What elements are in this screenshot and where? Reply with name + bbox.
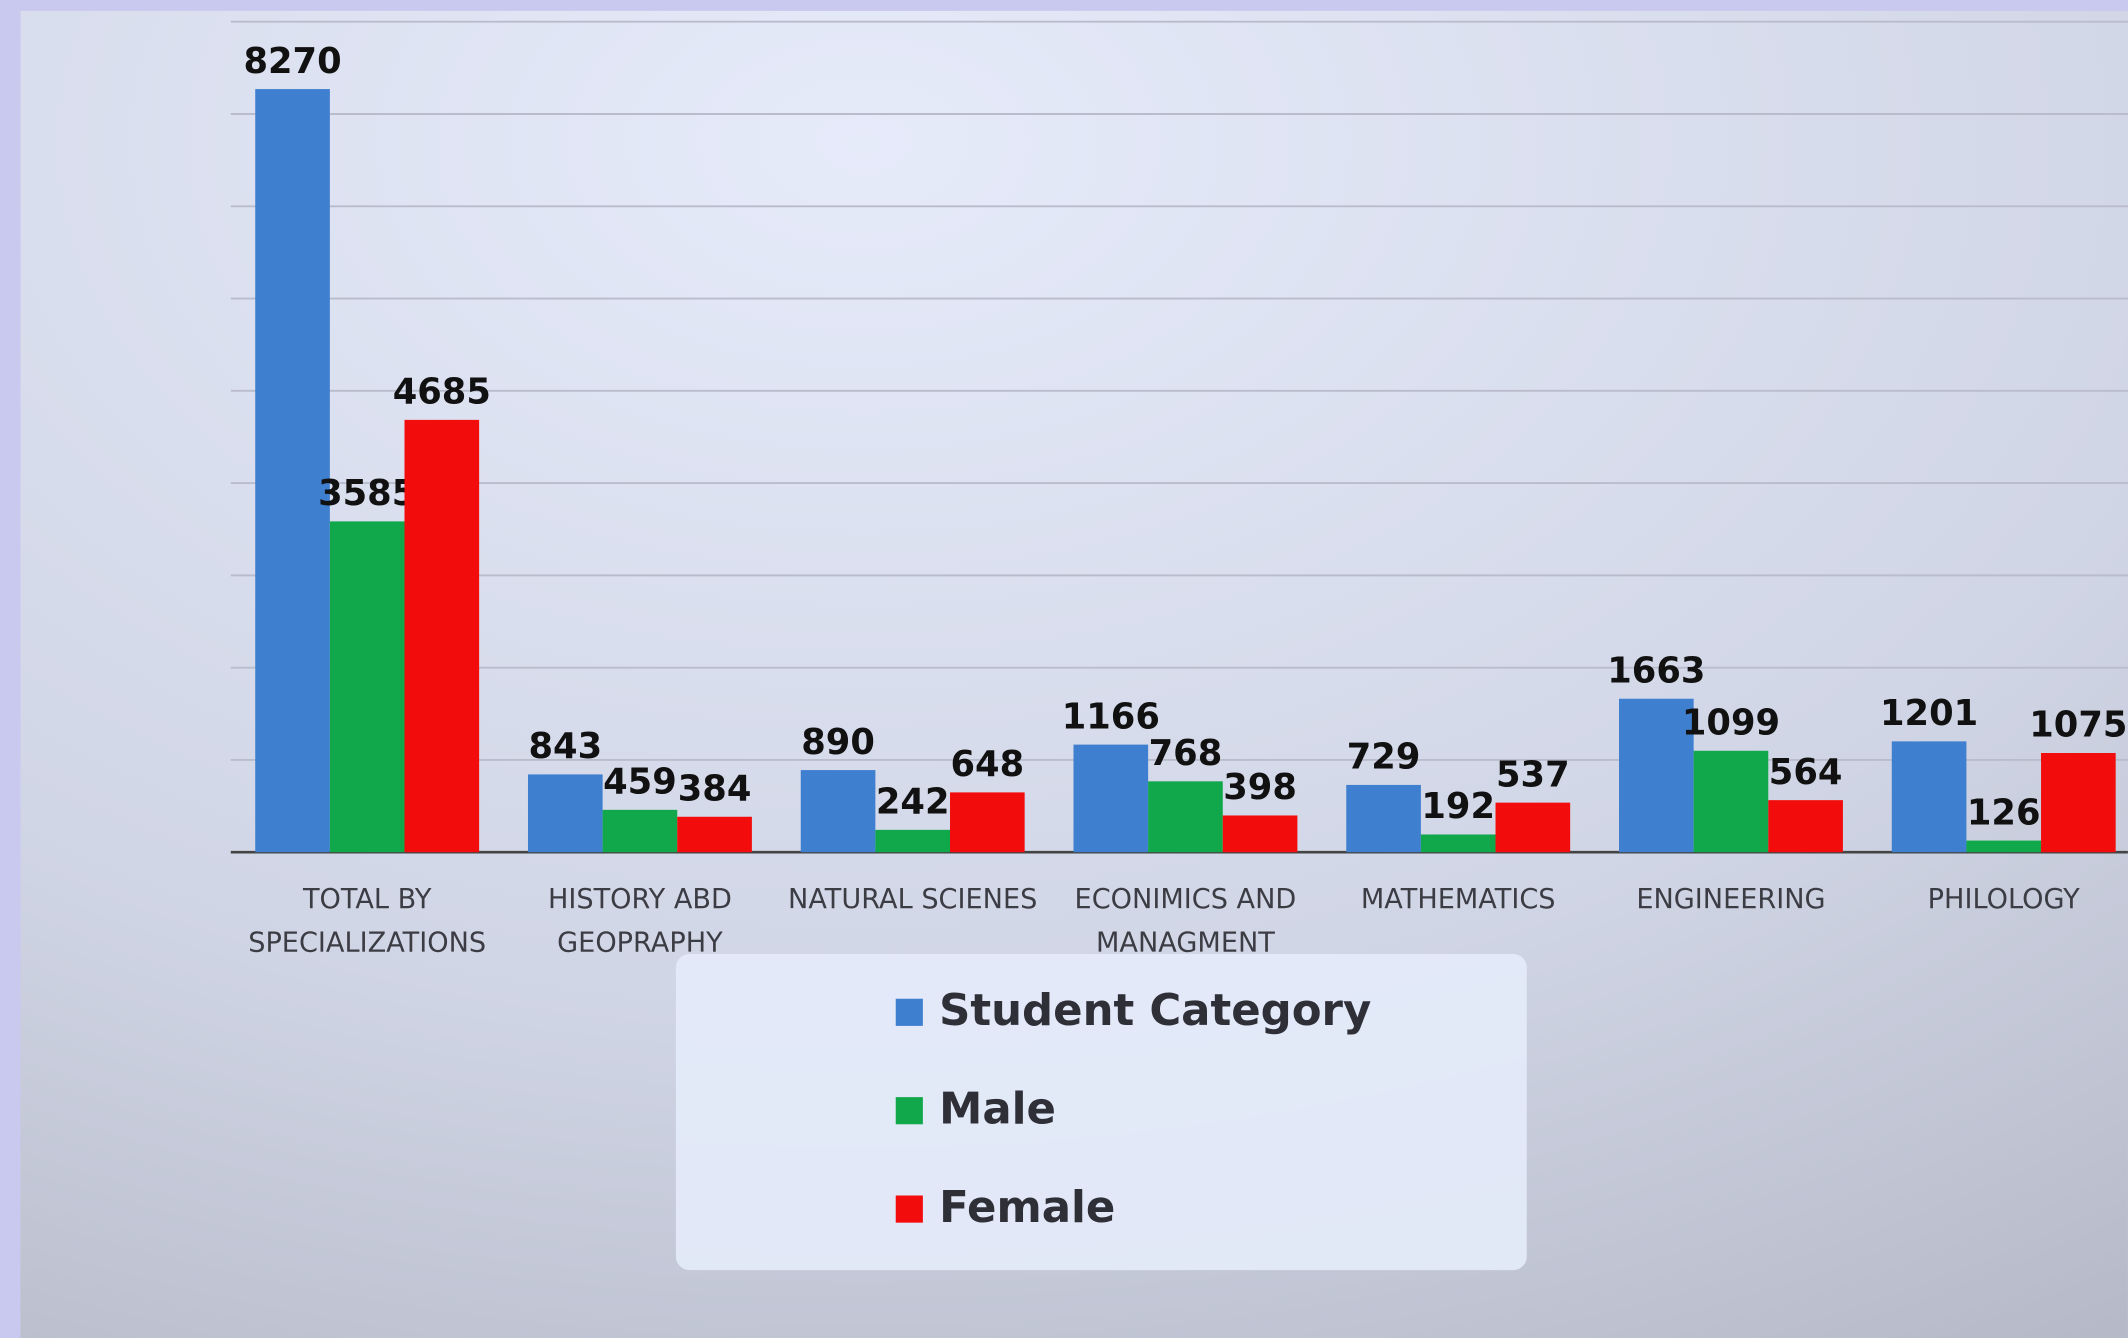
data-label: 648 — [951, 744, 1025, 785]
legend-label: Male — [939, 1085, 1056, 1135]
bar — [875, 829, 951, 853]
legend-swatch — [895, 1097, 923, 1125]
bar — [800, 770, 876, 853]
bar — [255, 89, 330, 853]
x-tick-label: NATURAL SCIENES — [788, 882, 1038, 915]
data-label: 192 — [1421, 786, 1495, 827]
legend-label: Female — [939, 1183, 1115, 1233]
x-label-box: PHILOLOGY — [1927, 882, 2080, 915]
bar — [1495, 802, 1571, 853]
bar — [1891, 741, 1967, 853]
data-label: 729 — [1347, 737, 1421, 778]
data-label: 1201 — [1880, 693, 1978, 734]
x-tick-label: HISTORY ABD GEOPRAPHY — [547, 882, 732, 959]
bar — [1420, 834, 1496, 853]
data-label: 384 — [678, 768, 752, 809]
bar — [1966, 840, 2042, 853]
data-label: 537 — [1496, 754, 1570, 795]
x-label-box: ENGINEERING — [1636, 882, 1826, 915]
data-label: 3585 — [318, 473, 416, 514]
legend-swatch — [895, 998, 923, 1026]
bar — [1148, 781, 1223, 853]
bar — [1619, 698, 1694, 853]
bar — [1073, 744, 1149, 853]
data-label: 768 — [1149, 733, 1223, 774]
data-label: 242 — [876, 782, 950, 823]
x-label-box: ECONIMICS AND MANAGMENT — [1074, 882, 1297, 959]
bar — [527, 774, 603, 853]
legend-swatch — [895, 1195, 923, 1223]
bar — [1768, 800, 1843, 853]
bar — [1693, 750, 1769, 853]
data-label: 398 — [1223, 767, 1297, 808]
bar — [1346, 784, 1421, 853]
bar — [1222, 815, 1298, 853]
x-label-box: MATHEMATICS — [1360, 882, 1556, 915]
data-label: 1663 — [1607, 650, 1705, 691]
data-label: 8270 — [243, 41, 341, 82]
data-label: 126 — [1967, 792, 2041, 833]
x-label-box: NATURAL SCIENES — [788, 882, 1038, 915]
bar — [404, 419, 480, 853]
x-tick-label: ECONIMICS AND MANAGMENT — [1074, 882, 1297, 959]
bar — [950, 792, 1025, 853]
legend-box — [675, 953, 1527, 1271]
data-label: 843 — [528, 726, 602, 767]
x-tick-label: ENGINEERING — [1636, 882, 1826, 915]
x-label-box: TOTAL BY SPECIALIZATIONS — [248, 882, 487, 959]
legend-label: Student Category — [939, 986, 1371, 1036]
bar — [677, 816, 752, 853]
bar — [602, 809, 678, 853]
x-tick-label: MATHEMATICS — [1360, 882, 1556, 915]
bar — [329, 521, 405, 853]
data-label: 4685 — [393, 372, 491, 413]
data-label: 1166 — [1062, 696, 1160, 737]
data-label: 1099 — [1682, 702, 1780, 743]
bar — [2041, 752, 2116, 853]
data-label: 564 — [1769, 752, 1843, 793]
x-label-box: HISTORY ABD GEOPRAPHY — [547, 882, 732, 959]
x-tick-label: TOTAL BY SPECIALIZATIONS — [248, 882, 487, 959]
x-tick-label: PHILOLOGY — [1927, 882, 2080, 915]
data-label: 890 — [801, 722, 875, 763]
data-label: 459 — [603, 762, 677, 803]
data-label: 1075 — [2029, 705, 2127, 746]
